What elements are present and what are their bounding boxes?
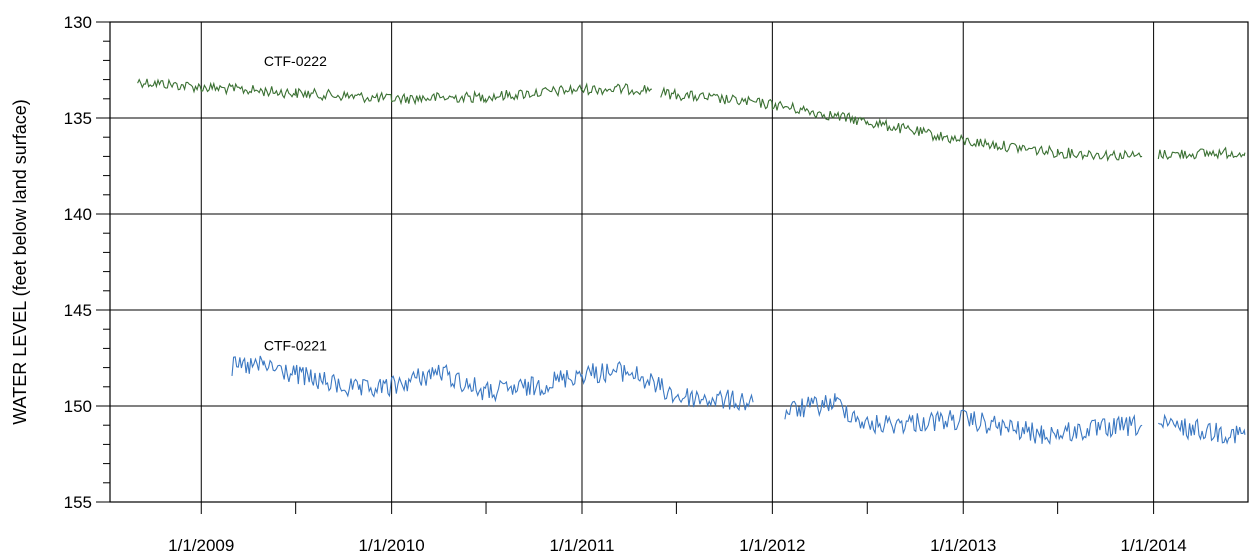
x-tick-label: 1/1/2013 [930,536,996,554]
y-tick-label: 155 [64,493,92,512]
series-labels: CTF-0222 CTF-0221 [264,53,327,353]
series-lines [137,78,1246,446]
x-tick-label: 1/1/2011 [550,536,615,554]
plot-frame [109,21,1249,503]
series-line-ctf-0222 [1157,146,1246,161]
x-tick-label: 1/1/2010 [359,536,425,554]
series-line-ctf-0222 [137,78,652,106]
y-tick-label: 150 [64,397,92,416]
series-label-ctf-0221: CTF-0221 [264,337,327,353]
y-tick-label: 145 [64,301,92,320]
axis-tick-labels: 130 135 140 145 150 155 1/1/2009 1/1/2010 1/1/20… [64,13,1187,554]
series-line-ctf-0221 [231,355,754,412]
axis-ticks [96,21,1155,514]
y-tick-label: 135 [64,109,92,128]
series-line-ctf-0222 [660,86,1143,162]
x-tick-label: 1/1/2014 [1121,536,1187,554]
series-label-ctf-0222: CTF-0222 [264,53,327,69]
y-tick-label: 130 [64,13,92,32]
x-tick-label: 1/1/2009 [168,536,234,554]
y-axis-title: WATER LEVEL (feet below land surface) [10,99,30,424]
x-tick-label: 1/1/2012 [739,536,805,554]
series-line-ctf-0221 [784,393,1143,446]
y-tick-label: 140 [64,205,92,224]
series-line-ctf-0221 [1158,413,1246,445]
